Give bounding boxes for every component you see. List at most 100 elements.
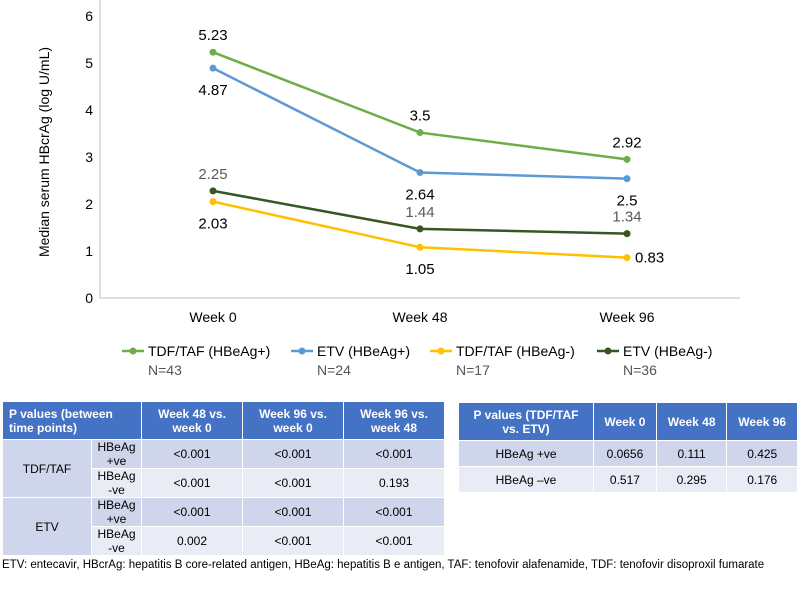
table2-cell: 0.0656: [593, 440, 657, 467]
data-label: 0.83: [635, 250, 664, 267]
line-chart: 0 1 2 3 4 5 6 Median serum HBcrAg (log U/mL) W…: [36, 0, 740, 378]
legend-swatch-marker: [298, 347, 306, 355]
table2-header-col2: Week 48: [655, 402, 728, 441]
table1-cell: <0.001: [343, 497, 445, 527]
table1-row-label: HBeAg +ve: [91, 497, 142, 527]
data-label: 1.05: [405, 261, 434, 278]
table-row: HBeAg -ve 0.002 <0.001 <0.001: [3, 526, 445, 556]
legend-item: TDF/TAF (HBeAg-) N=17: [430, 343, 575, 378]
y-tick-label: 2: [85, 196, 93, 212]
legend-item: ETV (HBeAg+) N=24: [291, 343, 410, 378]
data-label: 4.87: [198, 82, 227, 99]
table-row: HBeAg –ve 0.517 0.295 0.176: [458, 466, 797, 493]
legend-label: TDF/TAF (HBeAg+): [148, 343, 270, 359]
table1-cell: 0.002: [141, 526, 243, 556]
data-point: [209, 48, 217, 56]
y-tick-label: 1: [85, 243, 93, 259]
data-label: 2.64: [405, 187, 434, 204]
legend-item: TDF/TAF (HBeAg+) N=43: [122, 343, 270, 378]
table1-header-title: P values (between time points): [2, 401, 142, 440]
table2-header-col3: Week 96: [726, 402, 797, 441]
data-point: [209, 187, 217, 195]
table1-group-label: ETV: [2, 497, 92, 556]
table2-cell: 0.295: [655, 466, 728, 493]
legend-n-label: N=24: [317, 362, 351, 378]
table1-cell: <0.001: [242, 526, 344, 556]
table-row: HBeAg -ve <0.001 <0.001 0.193: [3, 468, 445, 498]
y-tick-label: 0: [85, 290, 93, 306]
table1-group-label: TDF/TAF: [2, 439, 92, 498]
p-values-time-table: P values (between time points) Week 48 v…: [2, 401, 445, 556]
legend-item: ETV (HBeAg-) N=36: [597, 343, 712, 378]
table1-cell: <0.001: [343, 526, 445, 556]
table1-cell: <0.001: [141, 468, 243, 498]
table1-cell: <0.001: [141, 439, 243, 469]
table1-row-label: HBeAg +ve: [91, 439, 142, 469]
table2-cell: 0.517: [593, 466, 657, 493]
chart-axes: [99, 0, 740, 299]
data-label: 2.5: [617, 193, 638, 210]
legend-swatch-marker: [437, 347, 445, 355]
y-axis-label: Median serum HBcrAg (log U/mL): [36, 47, 52, 257]
table1-cell: <0.001: [242, 439, 344, 469]
series-group: 4.87 2.64 2.5: [198, 64, 638, 210]
chart-legend: TDF/TAF (HBeAg+) N=43 ETV (HBeAg+) N=24 TDF/…: [122, 343, 712, 378]
y-tick-label: 6: [85, 8, 93, 24]
p-values-treatment-table: P values (TDF/TAF vs. ETV) Week 0 Week 4…: [458, 402, 797, 493]
table-row: ETV HBeAg +ve <0.001 <0.001 <0.001: [2, 497, 445, 556]
data-point: [209, 198, 217, 206]
data-label: 1.34: [612, 209, 641, 226]
table1-cell: <0.001: [343, 439, 445, 469]
table2-header-title: P values (TDF/TAF vs. ETV): [458, 402, 594, 441]
table1-row-label: HBeAg -ve: [91, 526, 142, 556]
table1-header-col1: Week 48 vs. week 0: [141, 401, 243, 440]
legend-n-label: N=43: [148, 362, 182, 378]
data-point: [623, 230, 631, 238]
data-point: [416, 243, 424, 251]
legend-swatch-marker: [604, 347, 612, 355]
data-label: 2.92: [612, 134, 641, 151]
data-point: [416, 169, 424, 177]
table1-cell: <0.001: [242, 468, 344, 498]
legend-label: ETV (HBeAg+): [317, 343, 410, 359]
x-tick-label: Week 48: [393, 309, 448, 325]
legend-swatch-marker: [129, 347, 137, 355]
table-row: TDF/TAF HBeAg +ve <0.001 <0.001 <0.001: [2, 439, 445, 498]
data-label: 2.25: [198, 166, 227, 183]
table2-row-label: HBeAg +ve: [458, 440, 594, 467]
table2-cell: 0.425: [726, 440, 797, 467]
data-point: [623, 155, 631, 163]
table2-header-col1: Week 0: [593, 402, 657, 441]
y-tick-label: 4: [85, 102, 93, 118]
table2-cell: 0.111: [655, 440, 728, 467]
footnote: ETV: entecavir, HBcrAg: hepatitis B core…: [2, 559, 765, 571]
legend-n-label: N=36: [623, 362, 657, 378]
data-point: [209, 64, 217, 72]
table1-cell: <0.001: [141, 497, 243, 527]
data-point: [416, 225, 424, 233]
y-tick-label: 5: [85, 55, 93, 71]
series-line: [212, 51, 628, 161]
data-label: 5.23: [198, 27, 227, 44]
data-point: [623, 175, 631, 183]
table-row: HBeAg +ve 0.0656 0.111 0.425: [458, 440, 797, 467]
table2-row-label: HBeAg –ve: [458, 466, 594, 493]
y-axis-ticks: 0 1 2 3 4 5 6: [85, 8, 93, 306]
table1-cell: 0.193: [343, 468, 445, 498]
data-label: 1.44: [405, 204, 434, 221]
table1-header-col3: Week 96 vs. week 48: [343, 401, 445, 440]
data-label: 3.5: [410, 108, 431, 125]
series-group: 5.23 3.5 2.92: [198, 27, 642, 163]
data-label: 2.03: [198, 216, 227, 233]
chart-series: 5.23 3.5 2.92 4.87 2.64 2.5 2.03 1.05 0.83 2.25 1.…: [198, 27, 664, 278]
series-group: 2.25 1.44 1.34: [198, 166, 642, 238]
legend-label: ETV (HBeAg-): [623, 343, 712, 359]
legend-n-label: N=17: [456, 362, 490, 378]
data-point: [416, 129, 424, 137]
table2-cell: 0.176: [726, 466, 797, 493]
data-point: [623, 254, 631, 262]
table1-cell: <0.001: [242, 497, 344, 527]
table1-row-label: HBeAg -ve: [91, 468, 142, 498]
y-tick-label: 3: [85, 149, 93, 165]
legend-label: TDF/TAF (HBeAg-): [456, 343, 575, 359]
